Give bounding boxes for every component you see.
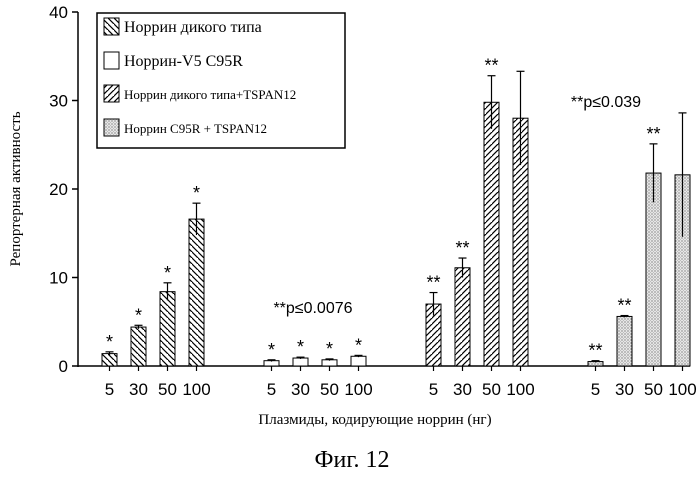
bar [159,291,176,367]
x-tick-label: 100 [344,380,372,399]
x-tick-label: 50 [320,380,339,399]
legend-label: Норрин-V5 C95R [124,53,243,70]
significance-label: ** [617,296,631,316]
y-tick-label: 40 [49,3,68,22]
p-value-annotation: **p≤0.039 [571,94,641,111]
x-tick-label: 5 [591,380,600,399]
figure-caption: Фиг. 12 [315,447,390,473]
significance-label: ** [484,56,498,76]
x-tick-label: 100 [668,380,696,399]
legend-swatch [103,17,120,36]
significance-label: ** [426,273,440,293]
legend-label: Норрин дикого типа+TSPAN12 [124,87,296,102]
x-tick-label: 50 [482,380,501,399]
x-tick-label: 30 [453,380,472,399]
bar [188,218,205,367]
bar [616,315,633,367]
y-tick-label: 0 [59,357,68,376]
x-tick-label: 30 [615,380,634,399]
significance-label: * [135,305,142,325]
legend-swatch [103,51,120,70]
x-axis-label: Плазмиды, кодирующие норрин (нг) [258,412,491,428]
significance-label: ** [455,238,469,258]
significance-label: * [106,332,113,352]
x-tick-label: 100 [506,380,534,399]
y-tick-label: 20 [49,180,68,199]
bar [101,353,118,367]
significance-label: ** [588,341,602,361]
bar [130,326,147,367]
significance-label: * [268,340,275,360]
legend-swatch [103,118,120,137]
y-tick-label: 10 [49,269,68,288]
legend-swatch [103,84,120,103]
bar [483,101,500,367]
bar [292,357,309,367]
bar [321,359,338,367]
legend-label: Норрин C95R + TSPAN12 [124,121,267,136]
significance-label: ** [646,124,660,144]
significance-label: * [326,339,333,359]
p-value-annotation: **p≤0.0076 [273,300,352,317]
significance-label: * [164,263,171,283]
legend-label: Норрин дикого типа [124,19,262,36]
significance-label: * [355,335,362,355]
y-axis-label: Репортерная активность [8,111,24,266]
bar [350,355,367,367]
y-tick-label: 30 [49,92,68,111]
significance-label: * [193,183,200,203]
x-tick-label: 50 [158,380,177,399]
significance-label: * [297,337,304,357]
x-tick-label: 5 [429,380,438,399]
bar [454,267,471,367]
x-tick-label: 100 [182,380,210,399]
x-tick-label: 30 [291,380,310,399]
x-tick-label: 5 [105,380,114,399]
x-tick-label: 50 [644,380,663,399]
x-tick-label: 30 [129,380,148,399]
legend: Норрин дикого типа Норрин-V5 C95R Норрин д… [96,12,346,149]
x-tick-label: 5 [267,380,276,399]
